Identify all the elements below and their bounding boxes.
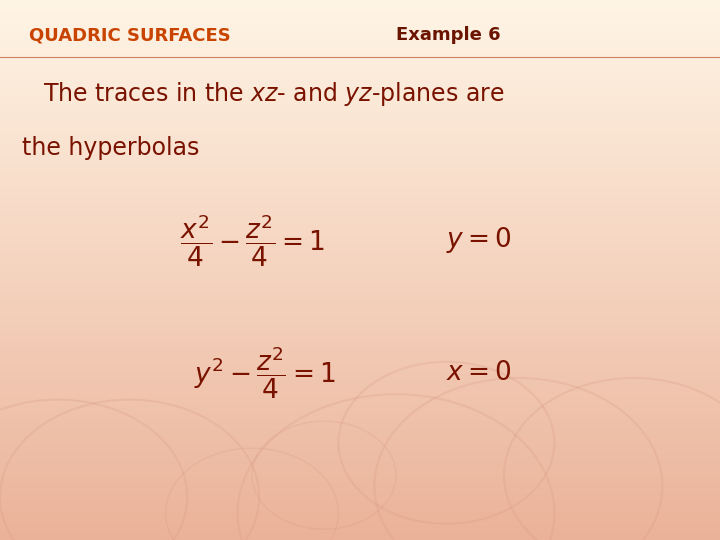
Text: $y = 0$: $y = 0$ [446, 225, 512, 255]
Text: $x = 0$: $x = 0$ [446, 360, 512, 385]
Text: $\dfrac{x^2}{4} - \dfrac{z^2}{4} = 1$: $\dfrac{x^2}{4} - \dfrac{z^2}{4} = 1$ [180, 212, 325, 269]
Text: the hyperbolas: the hyperbolas [22, 137, 199, 160]
Text: QUADRIC SURFACES: QUADRIC SURFACES [29, 26, 230, 44]
Text: $y^2 - \dfrac{z^2}{4} = 1$: $y^2 - \dfrac{z^2}{4} = 1$ [194, 344, 336, 401]
Text: The traces in the $\mathit{xz}$- and $\mathit{yz}$-planes are: The traces in the $\mathit{xz}$- and $\m… [43, 80, 505, 109]
Text: Example 6: Example 6 [396, 26, 500, 44]
